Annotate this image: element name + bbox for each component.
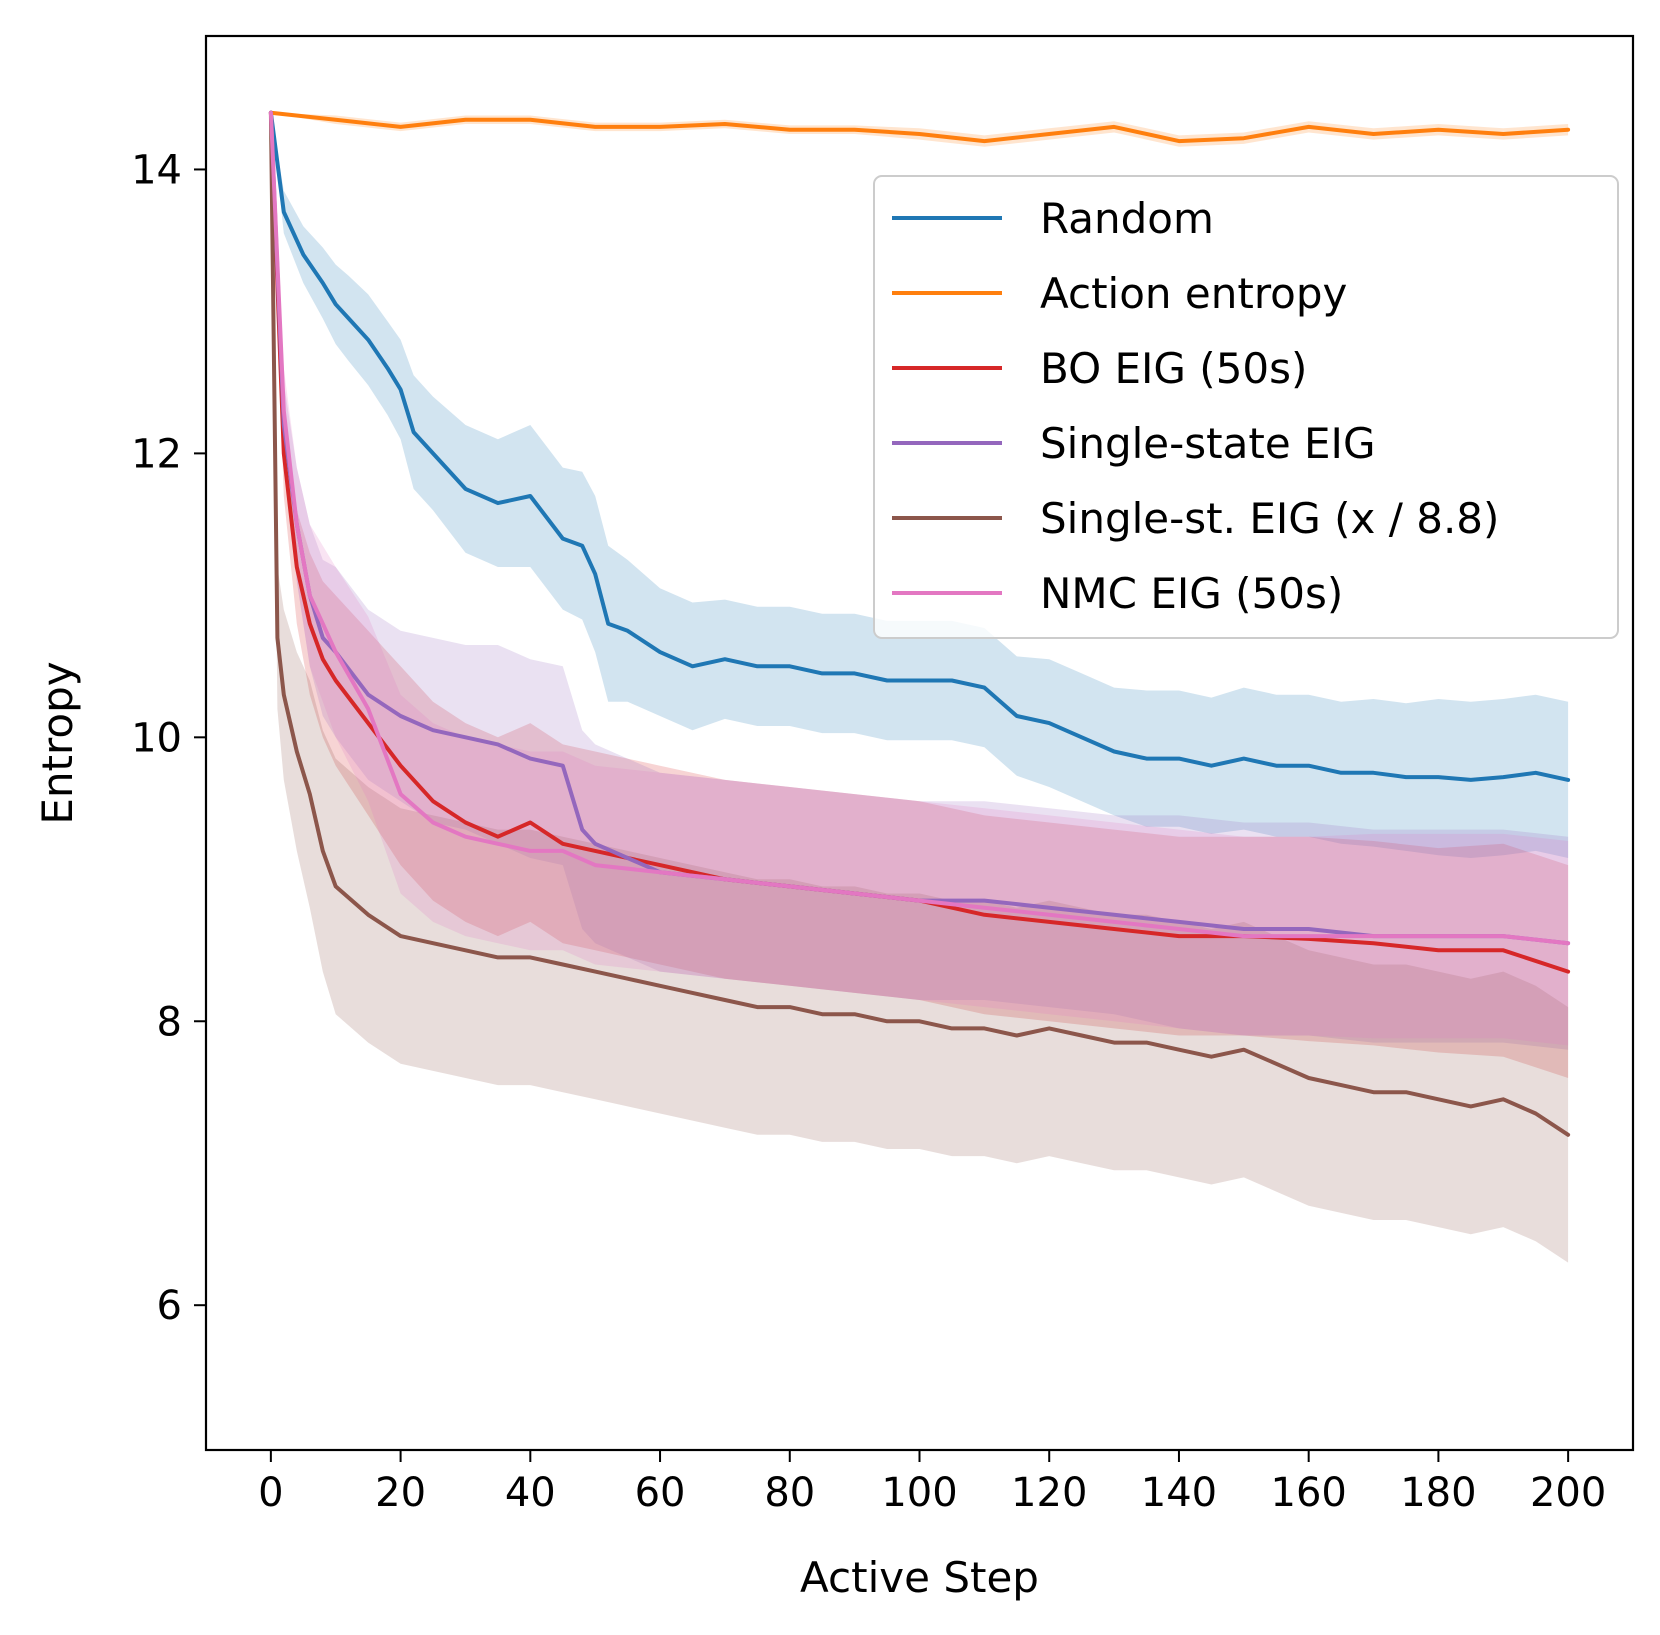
legend-label-action-entropy: Action entropy: [1040, 269, 1347, 318]
band-action-entropy: [270, 112, 1569, 147]
band-nmc-eig-50s: [270, 112, 1569, 1046]
series-lines: [268, 110, 1571, 1137]
series-line-nmc-eig-50s: [268, 110, 1571, 946]
x-tick-label: 180: [1400, 1470, 1476, 1516]
band-bo-eig-50s: [270, 112, 1569, 1078]
legend-label-single-state-eig: Single-state EIG: [1040, 419, 1376, 468]
x-tick-label: 60: [635, 1470, 686, 1516]
legend-label-single-st-eig-x-8-8: Single-st. EIG (x / 8.8): [1040, 494, 1499, 543]
x-tick-label: 200: [1530, 1470, 1606, 1516]
band-single-st-eig-x-8-8: [270, 112, 1569, 1263]
x-tick-label: 140: [1141, 1470, 1217, 1516]
y-tick-label: 6: [157, 1283, 182, 1329]
x-tick-label: 20: [375, 1470, 426, 1516]
x-axis-ticks: 0 20 40 60 80 100 120 140 160 180 200: [258, 1450, 1606, 1516]
series-line-action-entropy: [268, 110, 1571, 144]
band-single-state-eig: [270, 112, 1569, 1050]
series-line-random: [268, 110, 1571, 782]
x-tick-label: 160: [1271, 1470, 1347, 1516]
x-tick-label: 120: [1011, 1470, 1087, 1516]
y-axis-label: Entropy: [33, 661, 82, 824]
y-tick-label: 14: [131, 147, 182, 193]
y-tick-label: 8: [157, 999, 182, 1045]
legend: Random Action entropy BO EIG (50s) Single-s…: [873, 175, 1619, 639]
legend-label-bo-eig-50s: BO EIG (50s): [1040, 344, 1307, 393]
series-line-single-st-eig-x-8-8: [268, 110, 1571, 1137]
legend-label-random: Random: [1040, 194, 1214, 243]
y-tick-label: 12: [131, 431, 182, 477]
y-axis-ticks: 6 8 10 12 14: [131, 147, 206, 1329]
band-random: [270, 112, 1569, 858]
x-tick-label: 0: [258, 1470, 283, 1516]
x-tick-label: 80: [764, 1470, 815, 1516]
x-tick-label: 100: [881, 1470, 957, 1516]
legend-label-nmc-eig-50s: NMC EIG (50s): [1040, 569, 1343, 618]
x-axis-label: Active Step: [800, 1553, 1039, 1602]
confidence-bands: [270, 112, 1569, 1263]
legend-box: [873, 175, 1619, 639]
y-tick-label: 10: [131, 715, 182, 761]
x-tick-label: 40: [505, 1470, 556, 1516]
